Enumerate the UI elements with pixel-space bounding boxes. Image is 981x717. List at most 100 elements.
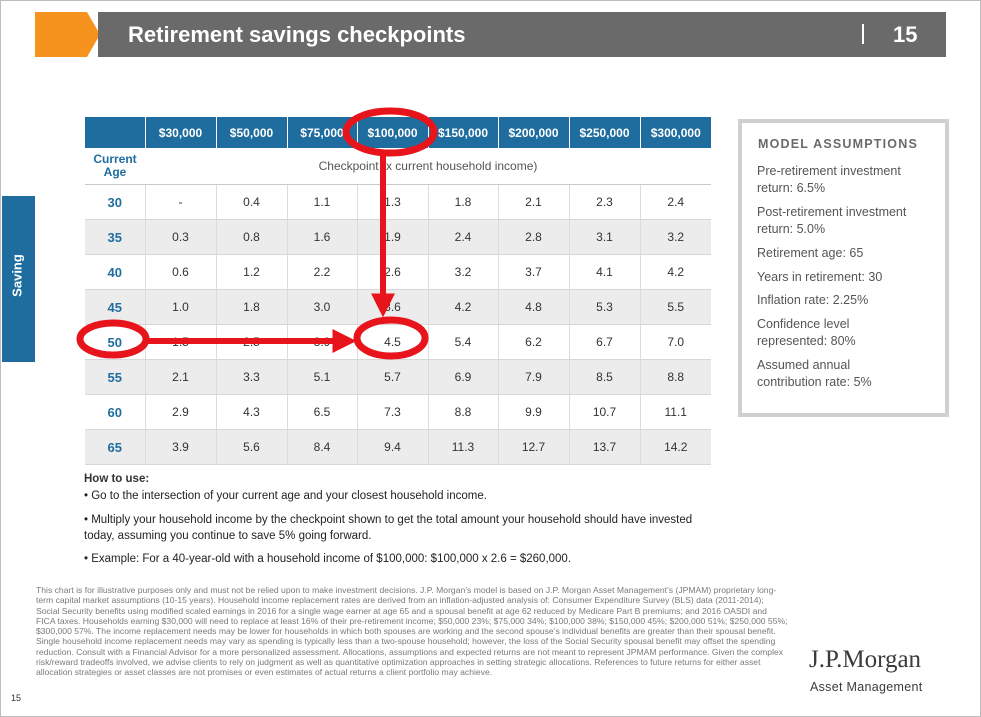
assumption-item: Confidence level represented: 80% <box>757 317 856 348</box>
checkpoint-cell: 0.4 <box>216 184 288 220</box>
checkpoint-cell: 5.7 <box>357 359 429 395</box>
checkpoint-cell: 3.9 <box>145 429 217 465</box>
page-title: Retirement savings checkpoints <box>128 22 466 47</box>
income-header: $30,000 <box>145 117 217 148</box>
assumption-item: Years in retirement: 30 <box>757 270 883 284</box>
checkpoint-cell: 2.1 <box>145 359 217 395</box>
checkpoint-cell: 8.4 <box>287 429 358 465</box>
assumption-item: Inflation rate: 2.25% <box>757 293 869 307</box>
age-cell: 35 <box>85 219 146 255</box>
assumption-item: Retirement age: 65 <box>757 246 864 260</box>
checkpoint-cell: 5.5 <box>640 289 711 325</box>
checkpoint-cell: 1.9 <box>357 219 429 255</box>
income-header: $50,000 <box>216 117 288 148</box>
corner-cell <box>85 117 146 148</box>
age-cell: 60 <box>85 394 146 430</box>
checkpoint-cell: 2.5 <box>216 324 288 360</box>
checkpoint-cell: 4.2 <box>428 289 499 325</box>
table-row: 45 1.0 1.8 3.0 3.6 4.2 4.8 5.3 5.5 <box>85 289 711 325</box>
assumption-item: Assumed annual contribution rate: 5% <box>757 358 872 389</box>
income-header: $75,000 <box>287 117 358 148</box>
checkpoint-cell: 0.3 <box>145 219 217 255</box>
disclaimer-text: This chart is for illustrative purposes … <box>36 585 788 678</box>
how-to-use-step: • Multiply your household income by the … <box>84 514 693 542</box>
checkpoint-cell: 6.2 <box>498 324 570 360</box>
checkpoint-cell: 7.3 <box>357 394 429 430</box>
checkpoint-cell: 7.9 <box>498 359 570 395</box>
checkpoint-table: $30,000 $50,000 $75,000 $100,000 $150,00… <box>85 117 711 465</box>
checkpoint-cell: 4.8 <box>498 289 570 325</box>
checkpoint-cell: 3.2 <box>428 254 499 290</box>
how-to-use-step: • Go to the intersection of your current… <box>84 490 487 502</box>
assumption-item: Post-retirement investment return: 5.0% <box>757 205 907 236</box>
section-side-tab[interactable] <box>2 196 35 362</box>
checkpoint-cell: 3.6 <box>357 289 429 325</box>
checkpoint-cell: 1.3 <box>357 184 429 220</box>
checkpoint-cell: 3.3 <box>216 359 288 395</box>
checkpoint-cell: 11.3 <box>428 429 499 465</box>
table-row: 50 1.5 2.5 3.9 4.5 5.4 6.2 6.7 7.0 <box>85 324 711 360</box>
age-cell: 50 <box>85 324 146 360</box>
income-header: $100,000 <box>357 117 429 148</box>
checkpoint-cell: 3.1 <box>569 219 641 255</box>
age-cell: 45 <box>85 289 146 325</box>
assumption-item: Pre-retirement investment return: 6.5% <box>757 164 901 195</box>
checkpoint-cell: - <box>145 184 217 220</box>
checkpoint-cell: 4.5 <box>357 324 429 360</box>
checkpoint-cell: 3.9 <box>287 324 358 360</box>
checkpoint-cell: 1.8 <box>216 289 288 325</box>
checkpoint-cell: 14.2 <box>640 429 711 465</box>
checkpoint-cell: 6.7 <box>569 324 641 360</box>
table-row: 35 0.3 0.8 1.6 1.9 2.4 2.8 3.1 3.2 <box>85 219 711 255</box>
checkpoint-cell: 6.5 <box>287 394 358 430</box>
table-body: 30-0.4 1.1 1.3 1.8 2.1 2.3 2.4 35 0.3 0.8 1.6 1.9 2.… <box>85 184 711 465</box>
checkpoint-cell: 3.2 <box>640 219 711 255</box>
checkpoint-cell: 8.8 <box>428 394 499 430</box>
current-age-label: Current Age <box>85 148 145 185</box>
age-cell: 40 <box>85 254 146 290</box>
orange-chevron-icon <box>35 12 100 57</box>
checkpoint-cell: 9.4 <box>357 429 429 465</box>
checkpoint-cell: 2.8 <box>498 219 570 255</box>
footer-page-number: 15 <box>11 693 22 703</box>
income-header: $150,000 <box>428 117 499 148</box>
title-divider <box>862 24 864 44</box>
checkpoint-cell: 1.0 <box>145 289 217 325</box>
age-cell: 65 <box>85 429 146 465</box>
checkpoint-cell: 2.1 <box>498 184 570 220</box>
title-bar <box>98 12 946 57</box>
table-row: 65 3.9 5.6 8.4 9.4 11.3 12.7 13.7 14.2 <box>85 429 711 465</box>
checkpoint-cell: 5.6 <box>216 429 288 465</box>
table-row: 55 2.1 3.3 5.1 5.7 6.9 7.9 8.5 8.8 <box>85 359 711 395</box>
checkpoint-cell: 2.9 <box>145 394 217 430</box>
model-assumptions-title: MODEL ASSUMPTIONS <box>758 137 918 151</box>
checkpoint-cell: 2.2 <box>287 254 358 290</box>
checkpoint-cell: 4.3 <box>216 394 288 430</box>
checkpoint-cell: 1.5 <box>145 324 217 360</box>
checkpoint-cell: 9.9 <box>498 394 570 430</box>
section-side-label: Saving <box>9 254 25 297</box>
how-to-use-step: • Example: For a 40-year-old with a hous… <box>84 553 572 565</box>
checkpoint-cell: 13.7 <box>569 429 641 465</box>
checkpoint-cell: 3.7 <box>498 254 570 290</box>
checkpoint-cell: 6.9 <box>428 359 499 395</box>
checkpoint-cell: 1.1 <box>287 184 358 220</box>
checkpoint-cell: 1.8 <box>428 184 499 220</box>
checkpoint-cell: 7.0 <box>640 324 711 360</box>
checkpoint-cell: 10.7 <box>569 394 641 430</box>
checkpoint-cell: 12.7 <box>498 429 570 465</box>
checkpoint-cell: 1.2 <box>216 254 288 290</box>
checkpoint-cell: 2.4 <box>428 219 499 255</box>
jpmorgan-logo-subtitle: Asset Management <box>810 680 923 694</box>
income-header: $250,000 <box>569 117 641 148</box>
age-cell: 55 <box>85 359 146 395</box>
income-header: $300,000 <box>640 117 711 148</box>
table-row: 60 2.9 4.3 6.5 7.3 8.8 9.9 10.7 11.1 <box>85 394 711 430</box>
checkpoint-cell: 0.8 <box>216 219 288 255</box>
header-page-number: 15 <box>893 22 918 47</box>
checkpoint-cell: 2.4 <box>640 184 711 220</box>
checkpoint-cell: 11.1 <box>640 394 711 430</box>
age-cell: 30 <box>85 184 146 220</box>
checkpoint-label: Checkpoint (x current household income) <box>145 148 711 185</box>
table-row: 30-0.4 1.1 1.3 1.8 2.1 2.3 2.4 <box>85 184 711 220</box>
